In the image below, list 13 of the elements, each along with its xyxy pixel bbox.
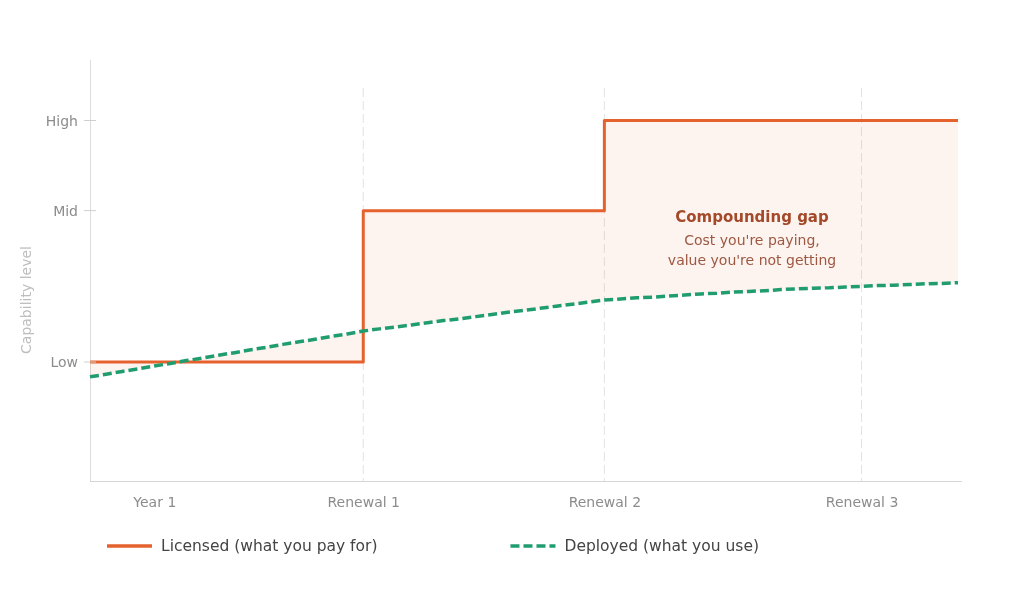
annotation: Compounding gap [675,208,829,226]
legend-label: Deployed (what you use) [564,537,759,555]
annotation: Cost you're paying, [684,232,820,248]
text: Mid [53,202,78,219]
x-tick-label: Year 1 [132,493,177,510]
text: High [45,112,78,129]
legend-label: Licensed (what you pay for) [161,537,378,555]
x-tick-label: Renewal 2 [568,493,642,510]
x-tick-label: Renewal 1 [327,493,400,510]
annotation: value you're not getting [667,252,837,268]
y-axis-title: Capability level [18,246,34,354]
x-tick-label: Renewal 3 [825,493,899,510]
text: Low [50,354,78,371]
